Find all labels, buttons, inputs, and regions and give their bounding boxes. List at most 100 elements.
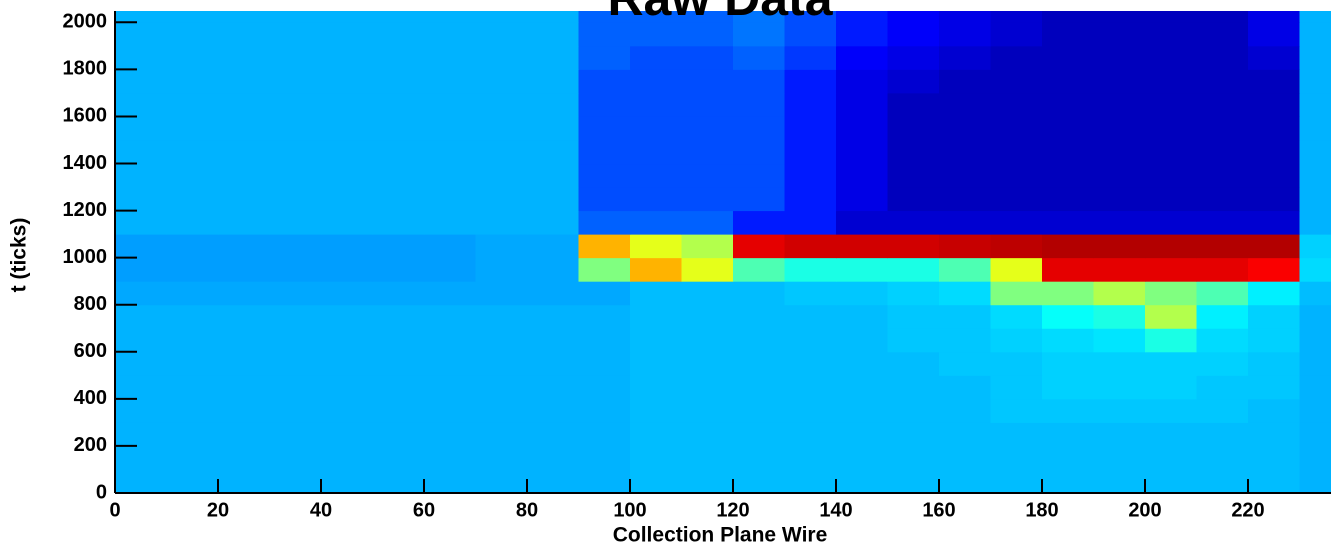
heatmap-cell [218, 445, 270, 470]
heatmap-cell [1145, 351, 1197, 376]
heatmap-cell [269, 328, 322, 353]
heatmap-cell [527, 304, 579, 329]
heatmap-cell [424, 22, 476, 47]
heatmap-cell [681, 210, 734, 235]
heatmap-cell [372, 328, 425, 353]
heatmap-cell [475, 398, 528, 423]
heatmap-cell [836, 139, 888, 165]
heatmap-cell [527, 398, 579, 423]
heatmap-cell [887, 45, 940, 70]
heatmap-cell [784, 257, 837, 282]
heatmap-cell [990, 45, 1043, 70]
heatmap-cell [166, 469, 219, 493]
heatmap-cell [321, 304, 373, 329]
heatmap-cell [424, 11, 476, 23]
heatmap-cell [269, 304, 322, 329]
heatmap-cell [836, 328, 888, 353]
heatmap-cell [733, 469, 785, 493]
heatmap-cell [681, 281, 734, 306]
heatmap-cell [424, 187, 476, 212]
heatmap-cell [269, 116, 322, 141]
heatmap-cell [784, 234, 837, 259]
heatmap-cell [887, 11, 940, 23]
heatmap-cell [527, 187, 579, 212]
heatmap-cell [424, 422, 476, 447]
heatmap-cell [218, 210, 270, 235]
heatmap-cell [836, 234, 888, 259]
heatmap-cell [733, 328, 785, 353]
heatmap-cell [1248, 234, 1300, 259]
heatmap-cell [115, 281, 167, 306]
heatmap-cell [784, 445, 837, 470]
heatmap-cell [784, 163, 837, 188]
heatmap-cell [218, 69, 270, 94]
heatmap-cell [1042, 163, 1094, 188]
heatmap-cell [1145, 187, 1197, 212]
heatmap-cell [424, 234, 476, 259]
heatmap-cell [681, 69, 734, 94]
heatmap-cell [1299, 92, 1331, 117]
heatmap-cell [166, 304, 219, 329]
heatmap-cell [887, 328, 940, 353]
heatmap-cell [166, 210, 219, 235]
heatmap-cell [681, 92, 734, 117]
heatmap-cell [475, 139, 528, 165]
heatmap-cell [1042, 422, 1094, 447]
heatmap-cell [372, 210, 425, 235]
heatmap-cell [1042, 11, 1094, 23]
heatmap-cell [681, 445, 734, 470]
heatmap-cell [733, 304, 785, 329]
heatmap-cell [990, 398, 1043, 423]
heatmap-cell [269, 375, 322, 400]
heatmap-cell [1093, 375, 1146, 400]
heatmap-cell [733, 45, 785, 70]
heatmap-cell [990, 187, 1043, 212]
heatmap-cell [578, 445, 631, 470]
heatmap-cell [836, 398, 888, 423]
heatmap-cell [321, 375, 373, 400]
y-axis-label: t (ticks) [8, 218, 31, 293]
heatmap-cell [475, 210, 528, 235]
heatmap-cell [1042, 69, 1094, 94]
heatmap-cell [578, 351, 631, 376]
heatmap-cell [1196, 139, 1249, 165]
heatmap-cell [939, 375, 991, 400]
heatmap-cell [836, 257, 888, 282]
heatmap-cell [115, 163, 167, 188]
heatmap-cell [1248, 375, 1300, 400]
heatmap-cell [1145, 398, 1197, 423]
heatmap-cell [990, 351, 1043, 376]
heatmap-cell [681, 257, 734, 282]
heatmap-cell [630, 304, 682, 329]
heatmap-cell [1196, 92, 1249, 117]
heatmap-cell [321, 69, 373, 94]
x-tick-label: 20 [207, 499, 229, 521]
heatmap-cell [1093, 281, 1146, 306]
heatmap-cell [1042, 139, 1094, 165]
heatmap-cell [1093, 116, 1146, 141]
heatmap-cell [939, 351, 991, 376]
heatmap-cell [1248, 11, 1300, 23]
heatmap-cell [681, 116, 734, 141]
heatmap-cell [836, 116, 888, 141]
heatmap-cell [1145, 281, 1197, 306]
heatmap-cell [527, 375, 579, 400]
heatmap-cell [269, 422, 322, 447]
heatmap-cell [372, 139, 425, 165]
heatmap-cell [1093, 92, 1146, 117]
heatmap-cell [1145, 22, 1197, 47]
x-tick-label: 60 [413, 499, 435, 521]
heatmap-cell [887, 422, 940, 447]
heatmap-cell [836, 22, 888, 47]
heatmap-cell [836, 163, 888, 188]
heatmap-cell [115, 45, 167, 70]
heatmap-cell [1196, 281, 1249, 306]
heatmap-cell [115, 116, 167, 141]
heatmap-cell [1093, 398, 1146, 423]
heatmap-cell [784, 328, 837, 353]
heatmap-cell [218, 304, 270, 329]
heatmap-cell [733, 351, 785, 376]
heatmap-cell [630, 445, 682, 470]
heatmap-cell [115, 11, 167, 23]
